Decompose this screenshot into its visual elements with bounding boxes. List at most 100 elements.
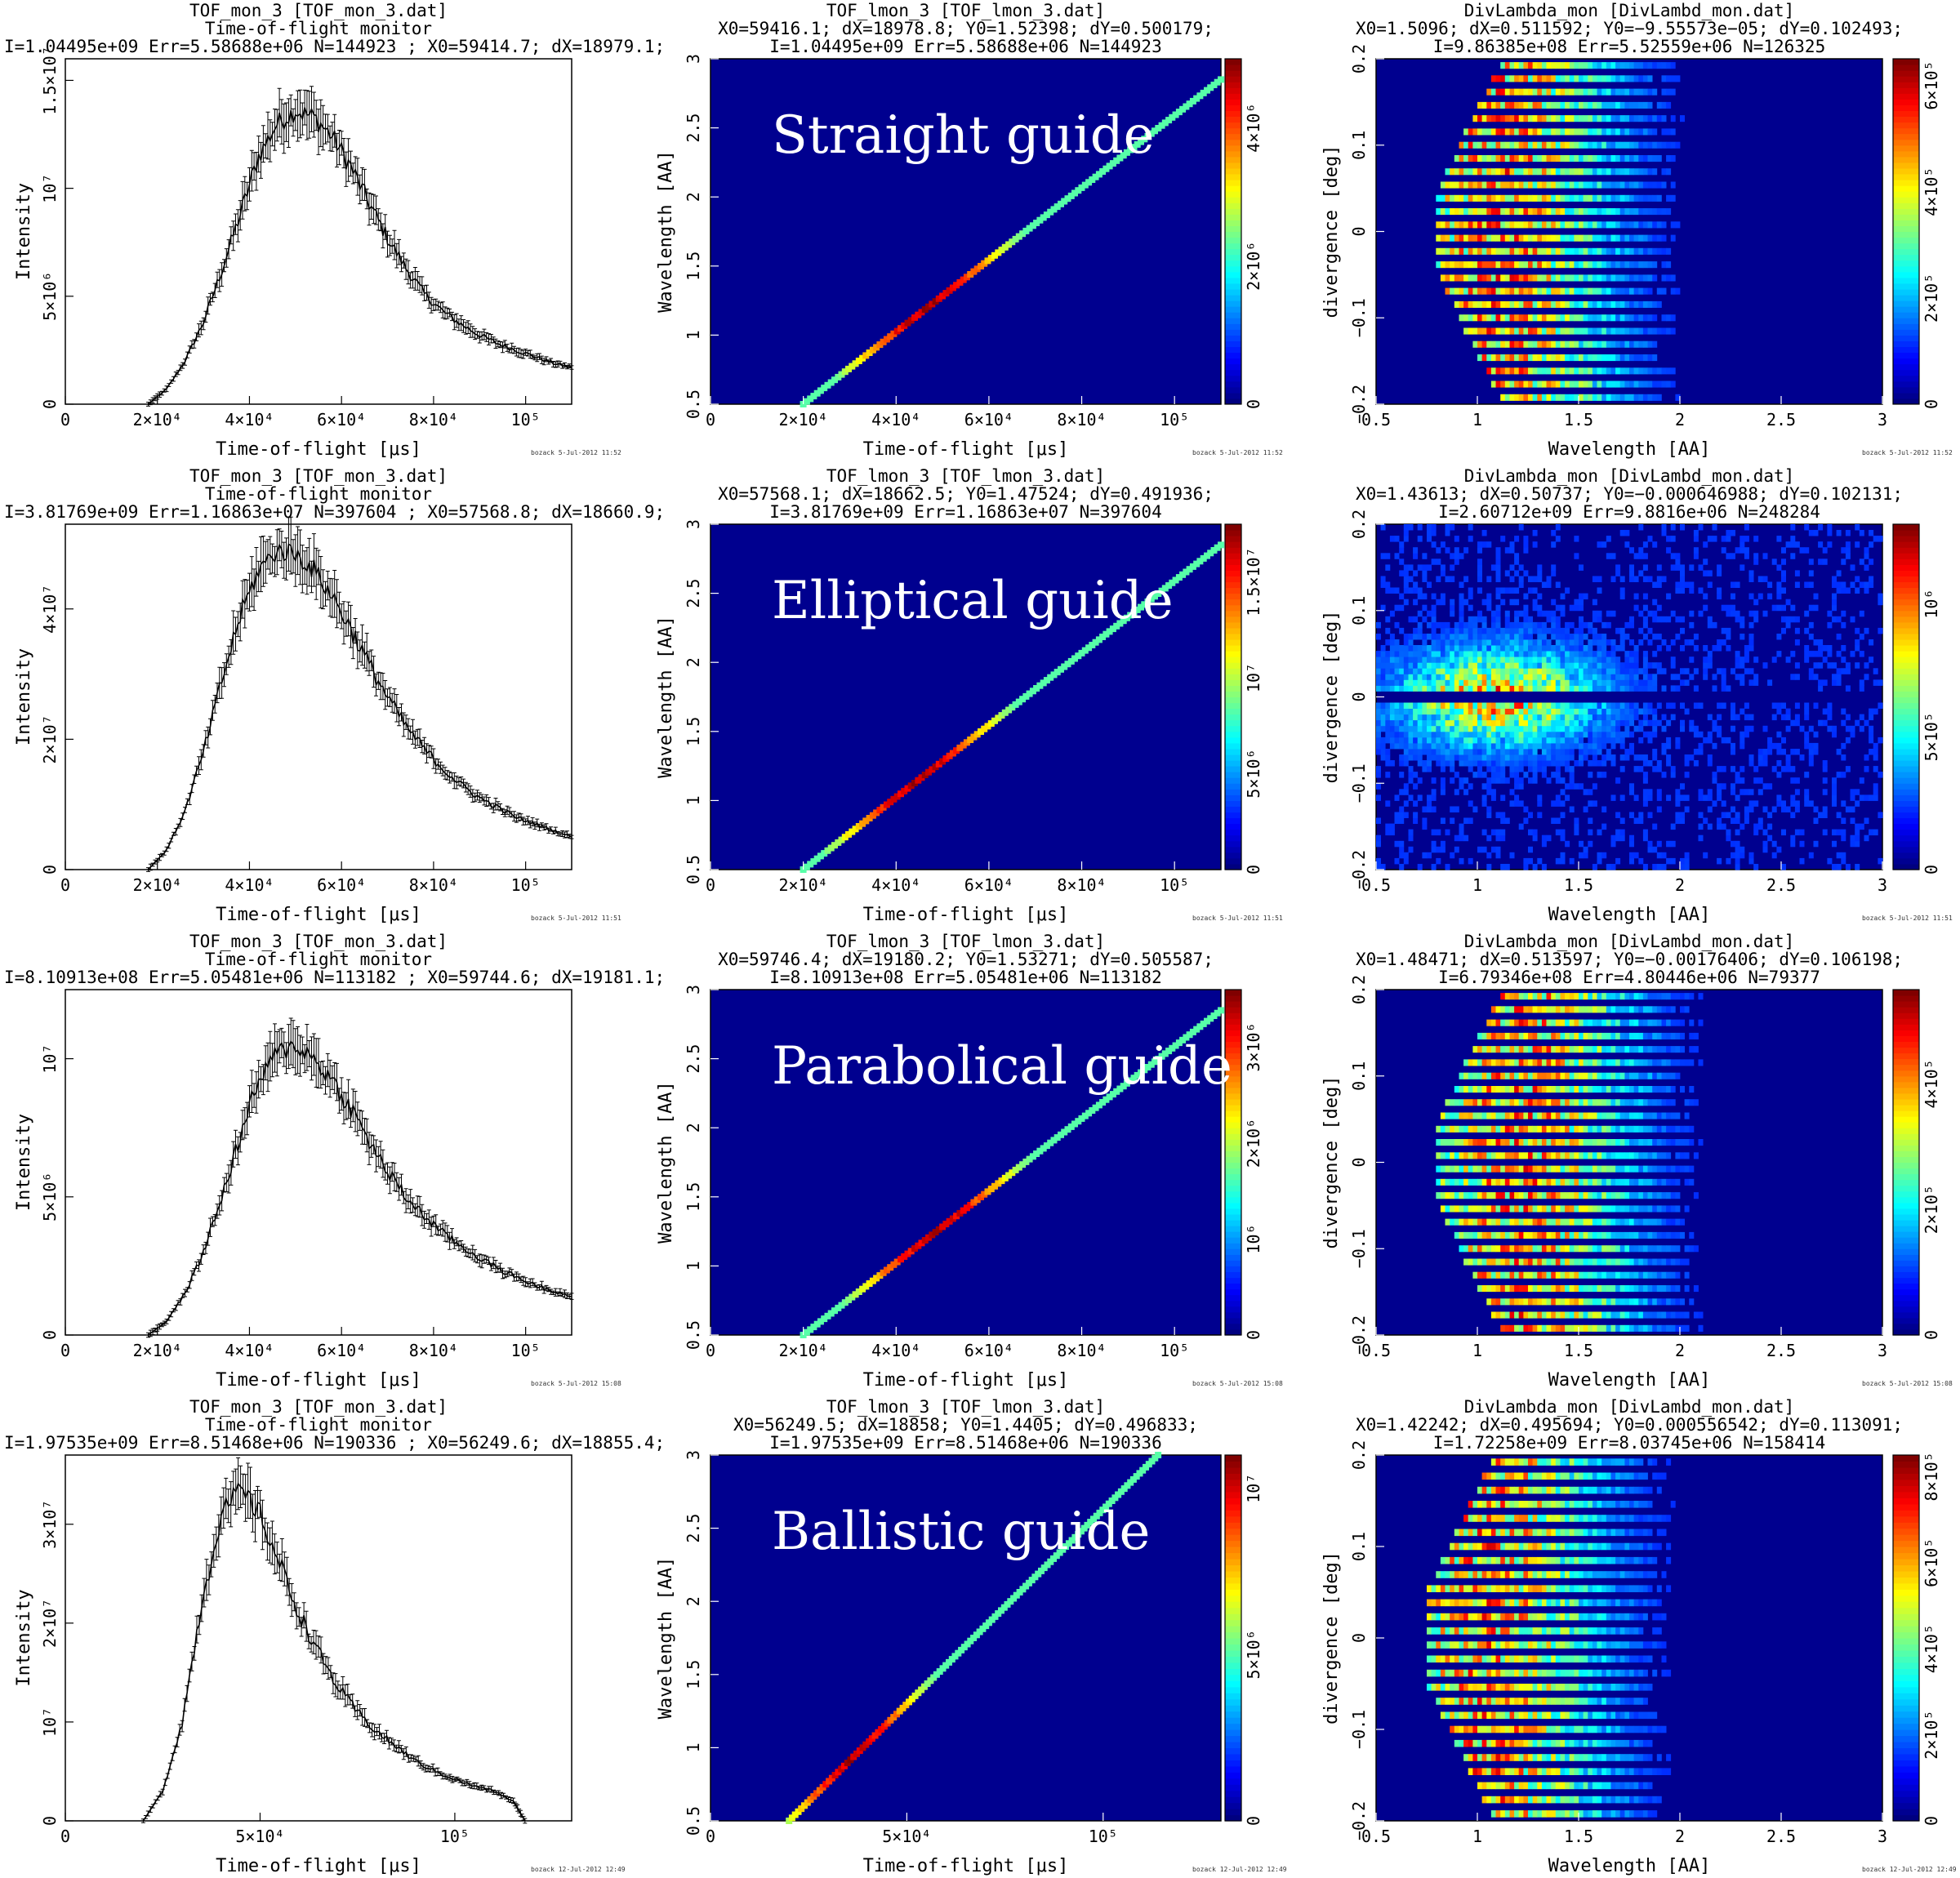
density-cell (1403, 662, 1409, 669)
density-cell (1490, 261, 1496, 269)
density-cell (1619, 829, 1625, 836)
density-cell (1642, 760, 1648, 767)
density-cell (1629, 221, 1634, 229)
ridge-cell (1022, 692, 1030, 700)
density-cell (1638, 766, 1644, 772)
density-cell (1422, 656, 1428, 663)
density-cell (1380, 553, 1386, 559)
colorbar-cell (1225, 127, 1241, 135)
density-cell (1601, 731, 1607, 738)
density-cell (1459, 685, 1464, 692)
density-cell (1486, 645, 1492, 652)
density-cell (1698, 794, 1704, 801)
density-cell (1468, 261, 1473, 269)
ridge-cell (841, 368, 849, 376)
density-cell (1546, 610, 1552, 617)
density-cell (1551, 714, 1557, 721)
density-cell (1642, 168, 1648, 176)
density-cell (1606, 380, 1611, 388)
ridge-cell (1113, 622, 1120, 630)
density-cell (1873, 766, 1878, 772)
density-cell (1565, 141, 1570, 149)
density-cell (1490, 101, 1496, 109)
density-cell (1569, 621, 1575, 629)
density-cell (1477, 274, 1482, 282)
ridge-cell (1207, 550, 1214, 557)
density-cell (1427, 645, 1432, 652)
density-cell (1647, 62, 1653, 69)
density-cell (1597, 394, 1602, 401)
ridge-cell (876, 807, 884, 814)
panel-subtitle: X0=59746.4; dX=19180.2; Y0=1.53271; dY=0… (718, 950, 1214, 969)
density-cell (1652, 1258, 1658, 1266)
density-cell (1615, 564, 1621, 571)
ridge-cell (1019, 230, 1027, 238)
colorbar-cell (1225, 156, 1241, 163)
density-cell (1633, 674, 1639, 680)
density-cell (1490, 155, 1496, 162)
density-cell (1551, 287, 1557, 295)
colorbar-cell (1225, 1317, 1241, 1324)
ridge-cell (1067, 657, 1075, 665)
density-cell (1523, 141, 1529, 149)
colorbar-cell (1893, 202, 1919, 209)
density-cell (1615, 668, 1621, 674)
density-cell (1477, 194, 1482, 202)
density-cell (1588, 662, 1593, 669)
density-cell (1389, 719, 1395, 727)
ridge-cell (1210, 1012, 1218, 1019)
density-cell (1518, 639, 1524, 646)
density-cell (1403, 570, 1409, 576)
density-cell (1504, 679, 1510, 686)
density-cell (1560, 1311, 1566, 1319)
density-cell (1666, 75, 1672, 82)
density-cell (1642, 1285, 1648, 1293)
density-cell (1633, 1271, 1639, 1279)
density-cell (1509, 656, 1515, 663)
density-cell (1869, 737, 1874, 744)
density-cell (1606, 274, 1611, 282)
density-cell (1560, 1245, 1566, 1253)
density-cell (1757, 777, 1763, 784)
density-cell (1629, 394, 1634, 401)
density-cell (1528, 261, 1533, 269)
density-cell (1606, 314, 1611, 322)
density-cell (1808, 725, 1814, 732)
density-cell (1606, 536, 1611, 542)
density-cell (1560, 340, 1566, 348)
density-cell (1495, 570, 1501, 576)
density-cell (1440, 194, 1446, 202)
density-cell (1666, 327, 1672, 335)
density-cell (1555, 714, 1561, 721)
density-cell (1481, 287, 1487, 295)
density-cell (1403, 714, 1409, 721)
density-cell (1588, 234, 1593, 242)
density-cell (1431, 749, 1437, 755)
density-cell (1537, 610, 1543, 617)
density-cell (1454, 168, 1459, 176)
density-cell (1781, 587, 1786, 594)
density-cell (1656, 194, 1662, 202)
density-cell (1656, 208, 1662, 216)
density-cell (1399, 840, 1405, 848)
density-cell (1592, 221, 1597, 229)
density-cell (1445, 634, 1450, 640)
colorbar-cell (1225, 1260, 1241, 1266)
density-cell (1477, 1285, 1482, 1293)
density-cell (1597, 75, 1602, 82)
density-cell (1794, 674, 1800, 680)
density-cell (1509, 674, 1515, 680)
density-cell (1403, 742, 1409, 750)
density-cell (1717, 570, 1722, 576)
colorbar-tick-label: 0 (1244, 865, 1263, 874)
density-cell (1845, 766, 1851, 772)
density-cell (1389, 737, 1395, 744)
density-cell (1597, 274, 1602, 282)
density-cell (1481, 634, 1487, 640)
density-cell (1477, 101, 1482, 109)
colorbar-tick-label: 2×10⁶ (1244, 1119, 1263, 1168)
density-cell (1597, 168, 1602, 176)
density-cell (1417, 674, 1423, 680)
density-cell (1638, 708, 1644, 715)
density-cell (1394, 668, 1400, 674)
